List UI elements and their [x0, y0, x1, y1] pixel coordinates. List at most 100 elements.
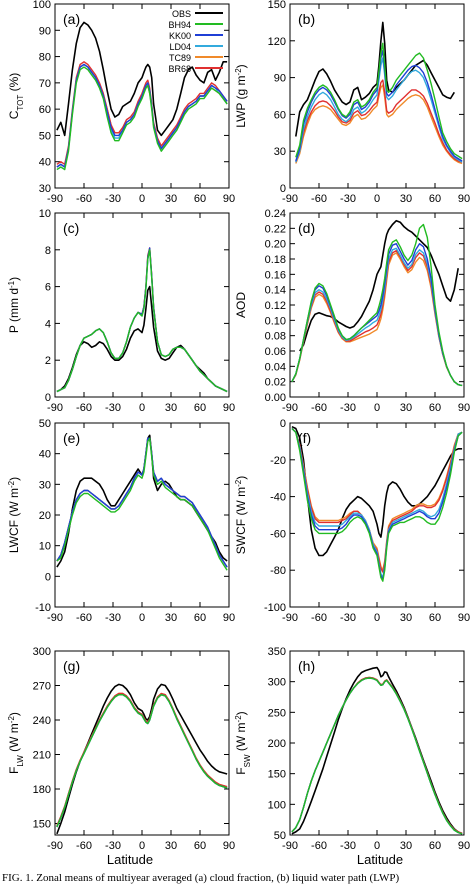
x-tick-label: 60 — [194, 840, 206, 852]
x-tick-label: -90 — [47, 840, 63, 852]
figure-caption: FIG. 1. Zonal means of multiyear average… — [2, 872, 400, 884]
y-axis-label-main: SWCF (W m — [234, 487, 248, 554]
x-tick-label: 60 — [429, 840, 441, 852]
x-tick-label: -90 — [282, 402, 298, 414]
y-tick-label: -40 — [270, 492, 286, 504]
panel-label: (a) — [63, 11, 80, 27]
y-axis-label-mid: (W m — [7, 723, 21, 755]
y-axis-label-sub: LW — [16, 755, 25, 767]
x-tick-label: 90 — [223, 612, 235, 624]
y-tick-label: 0.18 — [265, 254, 286, 266]
y-tick-label: 0.08 — [265, 331, 286, 343]
series-line-br68 — [56, 692, 228, 827]
y-tick-label: 350 — [268, 646, 286, 658]
y-tick-label: 150 — [268, 0, 286, 11]
y-tick-label: 0.00 — [265, 392, 286, 404]
legend-label-kk00: KK00 — [169, 31, 191, 41]
x-tick-label: 0 — [374, 612, 380, 624]
x-tick-label: -30 — [105, 402, 121, 414]
y-axis-label-sub: TOT — [16, 95, 25, 111]
y-axis-label-tail: ) — [7, 712, 21, 716]
x-tick-label: -90 — [282, 612, 298, 624]
y-tick-label: 0 — [45, 392, 51, 404]
y-tick-label: -10 — [35, 602, 51, 614]
y-tick-label: 4 — [45, 318, 51, 330]
y-axis-label: P (mm d-1) — [7, 277, 22, 333]
y-axis-label: AOD — [234, 292, 248, 318]
y-axis-label: FSW (W m-2) — [234, 711, 252, 774]
x-tick-label: -60 — [311, 612, 327, 624]
x-tick-label: 60 — [194, 612, 206, 624]
y-tick-label: 180 — [33, 784, 51, 796]
x-tick-label: 0 — [139, 612, 145, 624]
series-line-br68 — [295, 79, 463, 163]
y-tick-label: -60 — [270, 528, 286, 540]
panel-label: (b) — [298, 11, 315, 27]
x-tick-label: 30 — [165, 612, 177, 624]
x-tick-label: -30 — [105, 193, 121, 205]
x-tick-label: 30 — [400, 193, 412, 205]
panel-b: -90 -60 -30 0 30 60 90 0 30 60 90 120 150 LWP (g m-2)… — [234, 0, 471, 205]
y-axis-label-sup: -2 — [7, 480, 16, 488]
x-tick-label: 0 — [374, 193, 380, 205]
y-tick-label: 0.14 — [265, 285, 286, 297]
series-line-br68 — [291, 427, 463, 573]
y-tick-label: -20 — [270, 455, 286, 467]
y-axis-label: FLW (W m-2) — [7, 712, 25, 774]
y-tick-label: 100 — [33, 0, 51, 11]
x-axis-label-left: Latitude — [107, 852, 153, 867]
legend-label-obs: OBS — [172, 9, 191, 19]
x-tick-label: 60 — [429, 612, 441, 624]
series-line-bh94 — [56, 249, 228, 393]
series-line-obs — [291, 666, 463, 835]
series-line-ld04 — [56, 63, 228, 168]
y-axis-label-tail: ) — [7, 277, 21, 281]
x-tick-label: 0 — [139, 840, 145, 852]
y-axis-label-main: LWP (g m — [234, 75, 248, 127]
series-line-bh94 — [56, 694, 228, 828]
y-tick-label: -100 — [264, 602, 286, 614]
series-line-bh94 — [295, 42, 463, 160]
y-tick-label: 250 — [268, 707, 286, 719]
panel-f: -90 -60 -30 0 30 60 90 -100 -80 -60 -40 -20 0 SWCF (W… — [234, 418, 471, 624]
y-tick-label: 10 — [39, 208, 51, 220]
plot-frame — [289, 3, 465, 189]
x-tick-label: 90 — [458, 612, 470, 624]
series-line-ld04 — [295, 57, 463, 163]
y-tick-label: 0.24 — [265, 208, 286, 220]
series-line-tc89 — [291, 676, 463, 834]
x-tick-label: -30 — [340, 193, 356, 205]
panel-g: -90 -60 -30 0 30 60 90 150 180 210 240 270 300 FLW (W… — [7, 646, 236, 852]
x-tick-label: 30 — [165, 193, 177, 205]
x-tick-label: 90 — [223, 193, 235, 205]
x-tick-label: -60 — [76, 612, 92, 624]
y-axis-label: CTOT (%) — [7, 73, 25, 120]
y-tick-label: 8 — [45, 245, 51, 257]
x-tick-label: 90 — [223, 840, 235, 852]
x-tick-label: 0 — [374, 402, 380, 414]
y-axis-label-tail: (%) — [7, 73, 21, 95]
y-tick-label: 0.04 — [265, 361, 286, 373]
x-tick-label: 60 — [194, 193, 206, 205]
x-tick-label: 30 — [400, 840, 412, 852]
x-tick-label: 0 — [139, 193, 145, 205]
y-axis-label-tail: ) — [234, 64, 248, 68]
x-tick-label: -60 — [76, 193, 92, 205]
x-tick-label: 90 — [223, 402, 235, 414]
panel-label: (g) — [63, 658, 80, 674]
plot-frame — [54, 212, 230, 398]
y-tick-label: 50 — [39, 130, 51, 142]
series-line-br68 — [56, 61, 228, 165]
y-tick-label: 40 — [39, 157, 51, 169]
x-tick-label: -30 — [340, 402, 356, 414]
y-tick-label: 0 — [280, 183, 286, 195]
y-tick-label: 0.22 — [265, 223, 286, 235]
y-axis-label: LWP (g m-2) — [234, 64, 249, 127]
series-line-obs — [291, 425, 463, 557]
y-axis-label-sup: -2 — [234, 479, 243, 487]
x-axis-label-right: Latitude — [357, 852, 403, 867]
series-line-bh94 — [291, 427, 463, 582]
panel-label: (e) — [63, 430, 80, 446]
panel-label: (c) — [63, 220, 79, 236]
